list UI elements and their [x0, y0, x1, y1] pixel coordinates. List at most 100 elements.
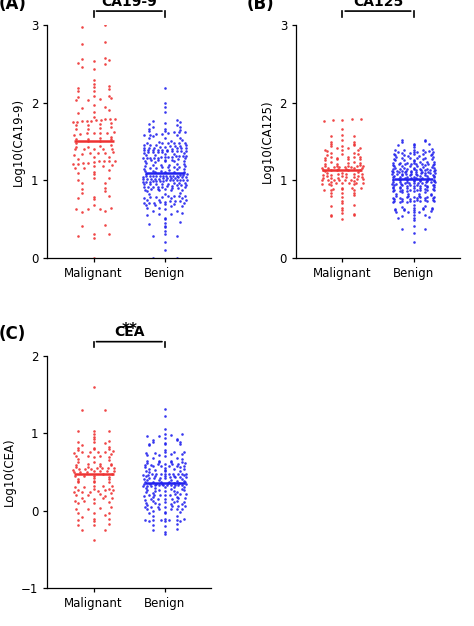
Point: [155, 137, 163, 147]
Point: [395, 173, 402, 183]
Point: [423, 197, 431, 207]
Point: [161, 445, 169, 455]
Point: [430, 175, 438, 185]
Point: [430, 167, 438, 177]
Point: [410, 145, 417, 155]
Point: [423, 164, 431, 174]
Point: [70, 488, 78, 498]
Point: [182, 151, 190, 161]
Point: [424, 167, 432, 177]
Point: [424, 173, 432, 183]
Point: [165, 461, 173, 471]
Point: [175, 151, 183, 161]
Point: [78, 525, 86, 535]
Point: [161, 221, 169, 231]
Point: [335, 165, 342, 175]
Point: [96, 133, 103, 143]
Point: [398, 180, 406, 190]
Point: [413, 173, 420, 183]
Point: [410, 175, 417, 185]
Point: [147, 185, 155, 195]
Point: [180, 481, 187, 491]
Point: [71, 496, 79, 506]
Point: [139, 174, 147, 184]
Point: [168, 493, 175, 503]
Point: [423, 192, 431, 202]
Point: [182, 180, 190, 190]
Point: [97, 115, 104, 125]
Point: [90, 444, 98, 454]
Point: [173, 230, 180, 240]
Point: [338, 196, 346, 206]
Point: [157, 477, 164, 487]
Point: [333, 153, 340, 163]
Point: [108, 93, 115, 103]
Point: [161, 411, 169, 421]
Point: [417, 176, 424, 186]
Point: [398, 169, 406, 179]
Point: [417, 183, 424, 193]
Point: [78, 116, 86, 126]
Point: [168, 146, 176, 156]
Point: [106, 91, 113, 101]
Point: [417, 175, 424, 185]
Point: [410, 155, 417, 165]
Point: [167, 475, 174, 485]
Point: [161, 471, 169, 481]
Point: [392, 189, 400, 199]
Point: [147, 155, 155, 165]
Point: [417, 172, 424, 182]
Point: [73, 116, 81, 126]
Point: [101, 207, 109, 217]
Point: [152, 140, 160, 150]
Point: [161, 197, 169, 207]
Point: [151, 174, 159, 184]
Point: [390, 165, 397, 175]
Point: [96, 461, 103, 471]
Point: [398, 196, 406, 206]
Point: [345, 178, 353, 188]
Point: [170, 167, 178, 177]
Point: [166, 490, 174, 500]
Point: [106, 84, 113, 94]
Point: [156, 197, 164, 207]
Point: [177, 472, 184, 482]
Point: [398, 194, 406, 204]
Point: [157, 152, 165, 162]
Point: [105, 463, 112, 473]
Point: [106, 81, 113, 91]
Point: [398, 211, 406, 221]
Point: [167, 484, 174, 494]
Point: [410, 172, 417, 182]
Point: [181, 515, 188, 525]
Point: [421, 136, 429, 146]
Point: [414, 153, 421, 163]
Point: [428, 154, 436, 164]
Point: [338, 208, 346, 218]
Point: [430, 172, 438, 182]
Point: [74, 457, 82, 467]
Point: [143, 153, 151, 163]
Point: [74, 175, 82, 185]
Point: [410, 140, 417, 150]
Point: [182, 480, 190, 490]
Point: [110, 466, 118, 476]
Point: [90, 145, 98, 155]
Point: [401, 159, 409, 169]
Point: [163, 480, 171, 490]
Point: [153, 470, 160, 480]
Point: [167, 457, 174, 467]
Point: [151, 473, 158, 483]
Point: [146, 198, 153, 208]
Point: [90, 520, 98, 530]
Point: [421, 168, 429, 178]
Point: [421, 147, 429, 157]
Point: [166, 171, 173, 181]
Point: [142, 466, 150, 476]
Point: [421, 185, 429, 195]
Point: [391, 204, 399, 214]
Point: [350, 152, 358, 162]
Point: [168, 180, 176, 190]
Point: [345, 152, 352, 162]
Point: [149, 515, 157, 525]
